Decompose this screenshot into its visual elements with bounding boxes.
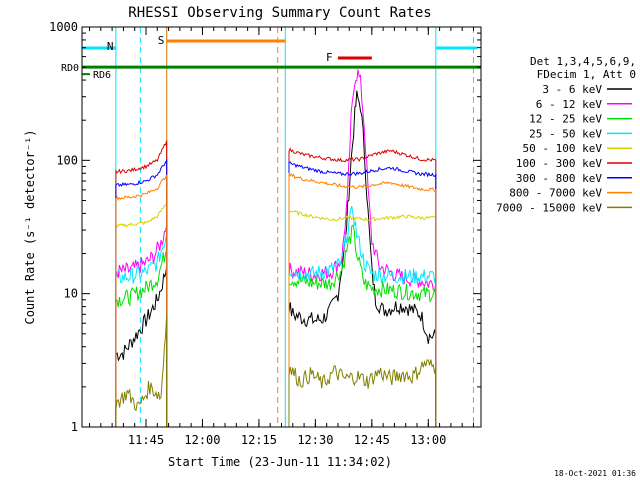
series-line-3-6keV — [115, 266, 168, 427]
legend-header: FDecim 1, Att 0 — [537, 68, 636, 81]
x-tick-label: 12:30 — [297, 433, 333, 447]
footer-timestamp: 18-Oct-2021 01:36 — [554, 469, 636, 478]
flare-label: F — [326, 51, 333, 64]
series-line-12-25keV — [288, 224, 437, 427]
x-tick-label: 11:45 — [128, 433, 164, 447]
series-line-300-800keV — [115, 158, 168, 427]
y-tick-label: 100 — [56, 153, 78, 167]
x-axis-label: Start Time (23-Jun-11 11:34:02) — [168, 455, 392, 469]
series-line-100-300keV — [115, 140, 168, 427]
y-axis-label: Count Rate (s⁻¹ detector⁻¹) — [23, 129, 37, 324]
legend-entry-label: 300 - 800 keV — [516, 172, 602, 185]
legend-entry-label: 7000 - 15000 keV — [496, 201, 602, 214]
legend: Det 1,3,4,5,6,9,FDecim 1, Att 0 3 - 6 keV… — [496, 55, 636, 214]
series-line-25-50keV — [288, 206, 437, 427]
legend-entry-label: 3 - 6 keV — [542, 83, 602, 96]
y-tick-label: 1 — [71, 420, 78, 434]
series-layer — [115, 69, 437, 427]
x-tick-label: 12:00 — [184, 433, 220, 447]
series-line-7000-15000keV — [115, 314, 168, 427]
series-line-800-7000keV — [288, 172, 437, 427]
x-tick-label: 13:00 — [410, 433, 446, 447]
series-line-25-50keV — [115, 233, 168, 427]
chart-title: RHESSI Observing Summary Count Rates — [128, 5, 431, 21]
series-line-12-25keV — [115, 247, 168, 427]
series-line-300-800keV — [288, 161, 437, 427]
series-line-50-100keV — [115, 202, 168, 427]
series-line-7000-15000keV — [288, 359, 437, 427]
series-line-800-7000keV — [115, 174, 168, 427]
series-line-3-6keV — [288, 90, 437, 427]
legend-entry-label: 6 - 12 keV — [536, 98, 603, 111]
saa-label: S — [158, 34, 165, 47]
rd0-label: RD0 — [61, 63, 79, 74]
legend-entry-label: 12 - 25 keV — [529, 113, 602, 126]
y-tick-label: 10 — [64, 287, 78, 301]
annotation-layer: N S F RD0 RD6 — [61, 27, 481, 427]
night-label: N — [107, 40, 114, 53]
series-line-100-300keV — [288, 147, 437, 427]
y-tick-label: 1000 — [49, 20, 78, 34]
axes-layer: 1 10 100 1000 11:45 12:00 12:15 12:30 12:45 13:00 — [49, 20, 482, 447]
legend-header: Det 1,3,4,5,6,9, — [530, 55, 636, 68]
series-line-6-12keV — [115, 224, 168, 427]
rd6-label: RD6 — [93, 70, 111, 81]
legend-entry-label: 100 - 300 keV — [516, 157, 602, 170]
series-line-50-100keV — [288, 209, 437, 427]
legend-entry-label: 800 - 7000 keV — [509, 187, 602, 200]
x-tick-label: 12:45 — [354, 433, 390, 447]
legend-entry-label: 25 - 50 keV — [529, 127, 602, 140]
legend-entry-label: 50 - 100 keV — [523, 142, 603, 155]
x-tick-label: 12:15 — [241, 433, 277, 447]
